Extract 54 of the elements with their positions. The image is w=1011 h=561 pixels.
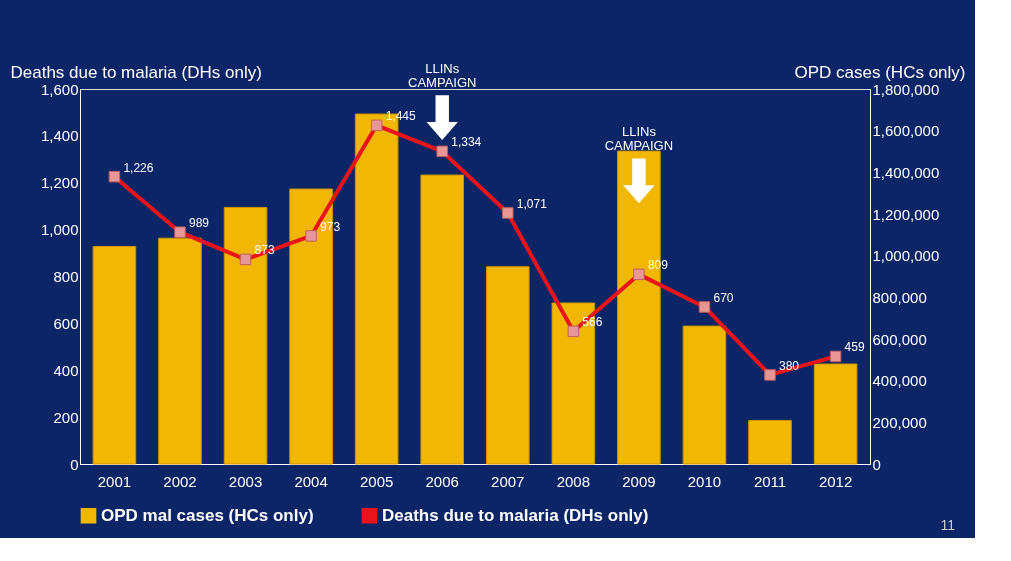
y2-tick-label: 200,000	[872, 413, 927, 431]
x-tick-label: 2003	[228, 472, 263, 490]
y2-tick-label: 1,800,000	[872, 80, 940, 98]
data-label: 459	[844, 340, 865, 355]
bar	[682, 325, 727, 465]
y2-axis-title: OPD cases (HCs only)	[794, 62, 966, 82]
data-label: 1,334	[451, 135, 482, 150]
x-tick-label: 2012	[818, 472, 853, 490]
y2-tick-label: 1,200,000	[872, 205, 940, 223]
data-label: 1,071	[516, 196, 548, 211]
y-tick-label: 800	[53, 268, 79, 285]
x-tick-label: 2009	[622, 472, 656, 490]
bar	[158, 237, 202, 465]
y-tick-label: 0	[70, 455, 79, 473]
data-label: 670	[713, 290, 734, 305]
y-tick-label: 600	[53, 314, 79, 332]
x-tick-label: 2002	[163, 472, 197, 490]
y2-tick-label: 1,400,000	[872, 163, 940, 181]
bar	[748, 419, 792, 465]
y2-tick-label: 1,600,000	[872, 122, 940, 140]
data-label: 1,226	[123, 160, 154, 175]
x-tick-label: 2008	[556, 472, 591, 490]
bar	[92, 246, 137, 465]
bar	[813, 363, 858, 465]
data-label: 1,445	[385, 109, 417, 124]
y2-tick-label: 0	[872, 455, 881, 473]
y-tick-label: 200	[53, 408, 79, 426]
data-label: 566	[582, 315, 603, 330]
data-label: 873	[254, 243, 275, 258]
text: 11	[940, 517, 956, 533]
bar	[420, 174, 465, 465]
y-axis-title: Deaths due to malaria (DHs only)	[10, 62, 262, 82]
x-tick-label: 2004	[294, 472, 328, 490]
legend-label: OPD mal cases (HCs only)	[101, 505, 314, 525]
y2-tick-label: 800,000	[872, 288, 927, 306]
y-tick-label: 1,200	[40, 174, 79, 192]
x-tick-label: 2001	[97, 472, 132, 490]
x-tick-label: 2011	[753, 472, 787, 490]
x-tick-label: 2006	[425, 472, 459, 490]
y2-tick-label: 600,000	[872, 330, 927, 348]
y-tick-label: 1,400	[40, 127, 79, 145]
annotation: LLINs CAMPAIGN	[604, 123, 674, 153]
legend-label: Deaths due to malaria (DHs only)	[382, 505, 649, 525]
y-tick-label: 400	[53, 361, 79, 379]
y2-tick-label: 400,000	[872, 372, 927, 390]
y2-tick-label: 1,000,000	[872, 247, 940, 265]
x-tick-label: 2010	[687, 472, 722, 490]
y-tick-label: 1,600	[40, 80, 79, 98]
y-tick-label: 1,000	[40, 221, 79, 239]
x-tick-label: 2005	[359, 472, 394, 490]
x-tick-label: 2007	[491, 472, 525, 490]
data-label: 989	[188, 216, 210, 231]
bar	[485, 266, 530, 465]
annotation: LLINs CAMPAIGN	[408, 60, 477, 90]
